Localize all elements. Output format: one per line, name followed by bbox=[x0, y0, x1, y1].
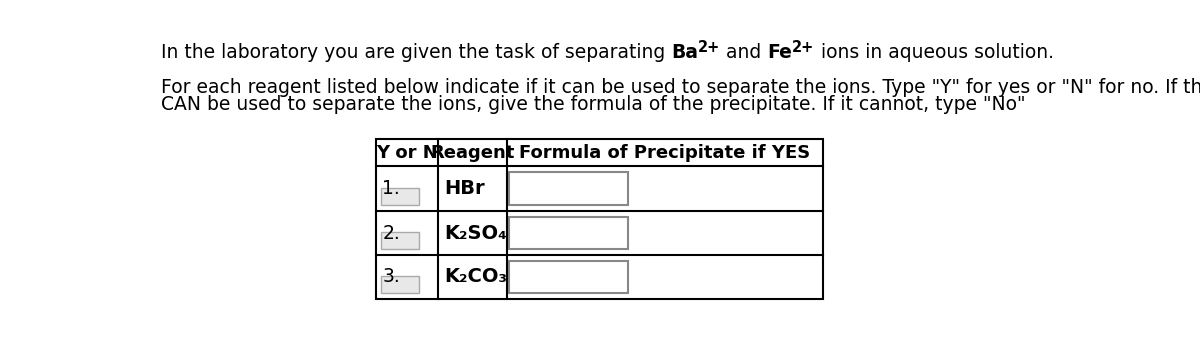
Text: CAN be used to separate the ions, give the formula of the precipitate. If it can: CAN be used to separate the ions, give t… bbox=[161, 95, 1025, 114]
Text: 2+: 2+ bbox=[698, 40, 720, 55]
Text: Y or N: Y or N bbox=[377, 144, 438, 162]
Text: For each reagent listed below indicate if it can be used to separate the ions. T: For each reagent listed below indicate i… bbox=[161, 78, 1200, 97]
Text: 2+: 2+ bbox=[792, 40, 815, 55]
Text: 3.: 3. bbox=[383, 267, 401, 286]
Bar bbox=[509, 172, 628, 205]
Text: and: and bbox=[720, 43, 768, 62]
Bar bbox=[509, 217, 628, 249]
Text: 1.: 1. bbox=[383, 179, 401, 198]
Text: K₂SO₄: K₂SO₄ bbox=[444, 224, 506, 242]
Text: 2.: 2. bbox=[383, 224, 401, 242]
Text: In the laboratory you are given the task of separating: In the laboratory you are given the task… bbox=[161, 43, 671, 62]
Text: ions in aqueous solution.: ions in aqueous solution. bbox=[815, 43, 1054, 62]
Bar bbox=[380, 188, 419, 205]
Bar bbox=[380, 232, 419, 249]
Text: Reagent: Reagent bbox=[431, 144, 515, 162]
Bar bbox=[380, 276, 419, 293]
Text: Fe: Fe bbox=[768, 43, 792, 62]
Text: K₂CO₃: K₂CO₃ bbox=[444, 267, 506, 286]
Text: Formula of Precipitate if YES: Formula of Precipitate if YES bbox=[520, 144, 811, 162]
Text: HBr: HBr bbox=[444, 179, 485, 198]
Text: Ba: Ba bbox=[671, 43, 698, 62]
Bar bbox=[509, 261, 628, 293]
Bar bbox=[377, 139, 823, 299]
